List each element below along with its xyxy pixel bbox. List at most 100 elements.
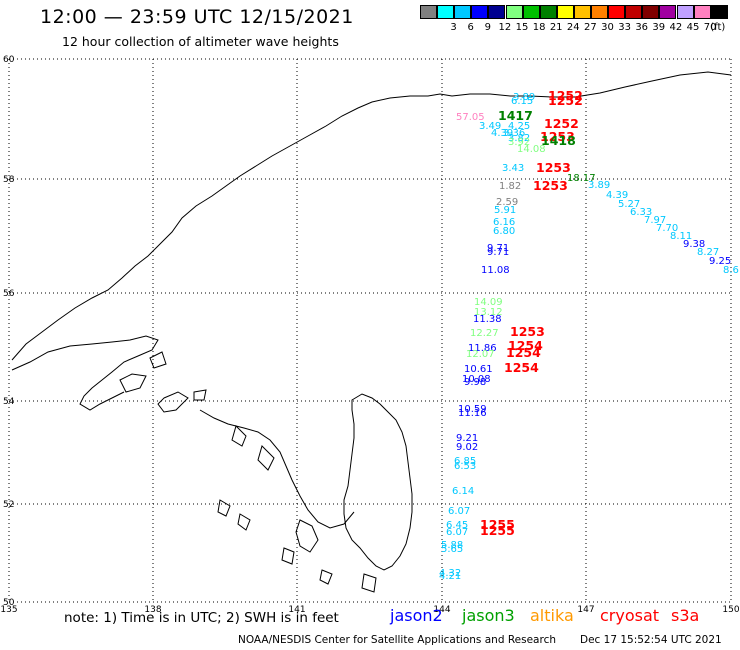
legend-swatch [488,5,506,19]
wave-height-label: 2.59 [496,197,518,208]
wave-height-label: 18.17 [567,173,596,184]
legend-swatch [522,5,540,19]
map-frame [9,59,731,602]
wave-height-label: 1252 [548,93,583,108]
wave-height-label: 4.39 [491,128,513,139]
coastline-segment [231,425,247,447]
wave-height-label: 1253 [540,129,575,144]
wave-height-label: 6.07 [446,527,468,538]
wave-height-label: 5.27 [618,199,640,210]
wave-height-label: 1253 [533,178,568,193]
wave-height-label: 5.91 [494,205,516,216]
coastline [11,71,732,593]
legend-swatch [505,5,523,19]
lon-tick-label: 135 [0,605,17,615]
wave-height-label: 1255 [480,523,515,538]
wave-height-label: 3.36 [503,128,525,139]
legend-unit: (ft) [710,22,726,33]
wave-height-label: 1253 [536,160,571,175]
coastline-segment [281,547,295,565]
coastline-segment [193,389,207,401]
satellite-name: s3a [671,606,700,625]
wave-height-label: 5.65 [441,544,463,555]
coastline-segment [237,513,251,531]
legend-swatch [642,5,660,19]
wave-height-label: 1254 [504,360,539,375]
coastline-segment [361,573,377,593]
legend-label: 70 [703,22,717,33]
wave-height-label: 6.53 [454,461,476,472]
wave-height-label: 6.15 [511,96,533,107]
wave-height-label: 9.98 [464,377,486,388]
lat-lon-grid [8,58,732,603]
legend-label: 18 [532,22,546,33]
wave-height-label: 9.38 [683,239,705,250]
wave-height-label: 1417 [498,108,533,123]
legend-swatch [659,5,677,19]
coastline-segment [119,373,147,393]
wave-height-label: 6.80 [493,226,515,237]
legend-swatch [437,5,455,19]
legend-label: 39 [652,22,666,33]
legend-swatch [676,5,694,19]
wave-height-label: 3.43 [502,163,524,174]
wave-height-label: 11.38 [473,314,502,325]
coastline-segment [257,445,275,471]
legend-swatch [591,5,608,19]
wave-height-label: 11.86 [468,343,497,354]
legend-label: 36 [635,22,649,33]
wave-height-label: 10.08 [462,374,491,385]
lat-tick-label: 50 [3,598,15,608]
wave-height-label: 9.21 [456,433,478,444]
lon-tick-label: 138 [144,605,161,615]
wave-height-label: 1254 [508,338,543,353]
wave-height-label: 1254 [506,345,541,360]
lat-tick-label: 54 [3,397,15,407]
wave-height-label: 6.45 [446,520,468,531]
wave-height-label: 5.88 [441,540,463,551]
wave-height-label: 3.89 [588,180,610,191]
wave-height-label: 4.21 [439,571,461,582]
wave-height-label: 3.89 [513,92,535,103]
wave-height-label: 8.6 [723,265,739,276]
legend-swatch [625,5,643,19]
wave-height-label: 9.02 [456,442,478,453]
lon-tick-label: 141 [288,605,305,615]
lon-tick-label: 144 [433,605,450,615]
map-subtitle: 12 hour collection of altimeter wave hei… [62,34,339,49]
lon-tick-label: 147 [577,605,594,615]
wave-height-label: 7.97 [644,215,666,226]
satellite-name: altika [530,606,574,625]
legend-label: 3 [450,22,457,33]
legend-label: 27 [584,22,597,33]
wave-height-label: 6.07 [448,506,470,517]
lat-tick-label: 52 [3,500,14,510]
legend-label: 9 [484,22,491,33]
satellite-name: jason2 [390,606,443,625]
wave-height-label: 11.16 [458,408,487,419]
satellite-name: jason3 [462,606,515,625]
legend-label: 33 [618,22,631,33]
legend-label: 45 [686,22,700,33]
wave-height-label: 12.27 [470,328,499,339]
wave-height-label: 8.11 [670,231,692,242]
wave-height-label: 9.71 [487,247,509,258]
wave-height-label: 3.92 [508,137,530,148]
coastline-segment [343,393,413,571]
lat-tick-label: 56 [3,289,15,299]
wave-height-label: 14.08 [517,144,546,155]
legend-swatch [693,5,711,19]
legend-label: 42 [669,22,683,33]
wave-height-label: 6.33 [630,207,652,218]
coastline-segment [199,409,355,529]
wave-height-label: 4.39 [606,190,628,201]
wave-height-label: 9.71 [487,243,509,254]
legend-swatch [471,5,489,19]
wave-height-label: 1255 [480,517,515,532]
generation-timestamp: Dec 17 15:52:54 UTC 2021 [580,634,722,646]
coastline-segment [157,391,189,413]
legend-swatch [454,5,472,19]
